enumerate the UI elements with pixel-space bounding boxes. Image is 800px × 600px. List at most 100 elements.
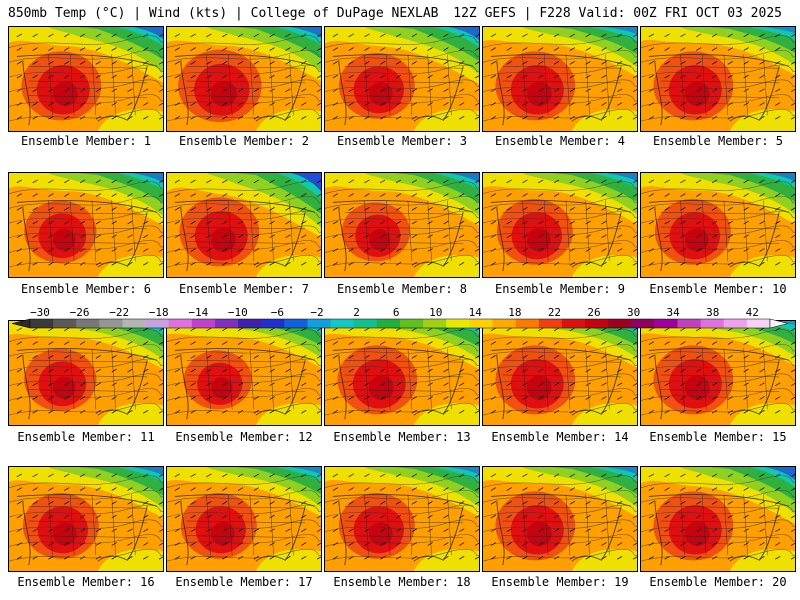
ensemble-member-label: Ensemble Member: 10	[649, 282, 787, 296]
temperature-field-map	[325, 27, 479, 131]
colorbar-swatch	[423, 319, 447, 328]
temperature-field-map	[167, 173, 321, 277]
ensemble-member-label: Ensemble Member: 15	[649, 430, 787, 444]
colorbar-swatch	[353, 319, 378, 328]
colorbar-swatch	[608, 319, 632, 328]
ensemble-member-map	[8, 320, 164, 426]
temperature-field-map	[167, 321, 321, 425]
colorbar-swatch	[677, 319, 702, 328]
ensemble-member-label: Ensemble Member: 4	[494, 134, 626, 148]
colorbar-swatch	[145, 319, 170, 328]
ensemble-member-label: Ensemble Member: 12	[175, 430, 313, 444]
colorbar-swatch	[492, 319, 517, 328]
ensemble-member-label: Ensemble Member: 14	[491, 430, 629, 444]
colorbar-graphic: −30 −26 −22 −18 −14 −10 −6 −2 2 6 10 14 18 22 26 30 34 38…	[12, 306, 788, 329]
temperature-field-map	[9, 467, 163, 571]
colorbar-tick-label: −18	[149, 306, 169, 319]
ensemble-member-label: Ensemble Member: 3	[336, 134, 468, 148]
temperature-field-map	[483, 27, 637, 131]
ensemble-member-map	[640, 172, 796, 278]
ensemble-member-label: Ensemble Member: 1	[20, 134, 152, 148]
colorbar-tick-label: −26	[70, 306, 90, 319]
ensemble-member-map	[482, 466, 638, 572]
colorbar-tick-label: −30	[30, 306, 50, 319]
colorbar-swatch	[585, 319, 609, 328]
colorbar-swatch	[446, 319, 470, 328]
ensemble-member-map	[482, 26, 638, 132]
colorbar-min-arrow	[12, 318, 31, 329]
colorbar-tick-label: 14	[469, 306, 483, 319]
colorbar-swatch	[191, 319, 216, 328]
colorbar-swatch	[284, 319, 308, 328]
ensemble-member-map	[8, 26, 164, 132]
ensemble-member-map	[640, 320, 796, 426]
temperature-colorbar: −30 −26 −22 −18 −14 −10 −6 −2 2 6 10 14 18 22 26 30 34 38…	[12, 304, 788, 334]
temperature-field-map	[641, 173, 795, 277]
temperature-field-map	[9, 27, 163, 131]
colorbar-swatch	[76, 319, 100, 328]
temperature-field-map	[641, 321, 795, 425]
colorbar-swatch	[330, 319, 355, 328]
temperature-field-map	[483, 321, 637, 425]
map-title: 850mb Temp (°C) | Wind (kts) | College o…	[8, 6, 439, 21]
colorbar-tick-label: 42	[746, 306, 759, 319]
temperature-field-map	[641, 467, 795, 571]
colorbar-swatch	[700, 319, 725, 328]
temperature-field-map	[167, 467, 321, 571]
colorbar-swatch	[723, 319, 748, 328]
colorbar-tick-label: 34	[667, 306, 681, 319]
colorbar-tick-label: 38	[706, 306, 719, 319]
colorbar-swatch	[746, 319, 771, 328]
colorbar-tick-label: 10	[429, 306, 442, 319]
colorbar-tick-label: 26	[587, 306, 600, 319]
colorbar-swatch	[654, 319, 678, 328]
ensemble-member-label: Ensemble Member: 17	[175, 575, 313, 589]
ensemble-member-label: Ensemble Member: 13	[333, 430, 471, 444]
colorbar-max-arrow	[769, 318, 788, 329]
colorbar-swatch	[99, 319, 123, 328]
colorbar-swatch	[307, 319, 332, 328]
colorbar-tick-label: 2	[353, 306, 360, 319]
temperature-field-map	[483, 173, 637, 277]
colorbar-tick-label: 30	[627, 306, 640, 319]
colorbar-swatch	[515, 319, 540, 328]
ensemble-member-map	[166, 26, 322, 132]
ensemble-member-map	[8, 466, 164, 572]
colorbar-tick-label: 18	[508, 306, 521, 319]
colorbar-tick-label: −10	[228, 306, 248, 319]
colorbar-swatch	[400, 319, 424, 328]
temperature-field-map	[325, 467, 479, 571]
colorbar-swatch	[168, 319, 193, 328]
ensemble-member-label: Ensemble Member: 16	[17, 575, 155, 589]
colorbar-swatch	[469, 319, 493, 328]
ensemble-member-label: Ensemble Member: 9	[494, 282, 626, 296]
model-run-info: 12Z GEFS | F228 Valid: 00Z FRI OCT 03 20…	[453, 6, 782, 21]
temperature-field-map	[325, 321, 479, 425]
colorbar-swatch	[538, 319, 563, 328]
temperature-field-map	[641, 27, 795, 131]
ensemble-member-map	[166, 466, 322, 572]
ensemble-member-label: Ensemble Member: 6	[20, 282, 152, 296]
ensemble-member-map	[640, 466, 796, 572]
colorbar-swatch	[122, 319, 147, 328]
colorbar-swatch	[238, 319, 262, 328]
ensemble-member-label: Ensemble Member: 20	[649, 575, 787, 589]
colorbar-swatch	[53, 319, 77, 328]
ensemble-member-map	[324, 320, 480, 426]
colorbar-swatch	[261, 319, 285, 328]
ensemble-member-label: Ensemble Member: 7	[178, 282, 310, 296]
ensemble-member-map	[640, 26, 796, 132]
colorbar-tick-label: 6	[393, 306, 400, 319]
ensemble-member-map	[8, 172, 164, 278]
colorbar-tick-label: 22	[548, 306, 561, 319]
ensemble-member-label: Ensemble Member: 11	[17, 430, 155, 444]
ensemble-member-map	[482, 172, 638, 278]
colorbar-tick-label: −14	[188, 306, 208, 319]
colorbar-swatch	[631, 319, 655, 328]
colorbar-swatch	[215, 319, 239, 328]
ensemble-member-map	[166, 172, 322, 278]
ensemble-member-label: Ensemble Member: 8	[336, 282, 468, 296]
temperature-field-map	[167, 27, 321, 131]
ensemble-member-label: Ensemble Member: 5	[652, 134, 784, 148]
ensemble-member-map	[324, 172, 480, 278]
